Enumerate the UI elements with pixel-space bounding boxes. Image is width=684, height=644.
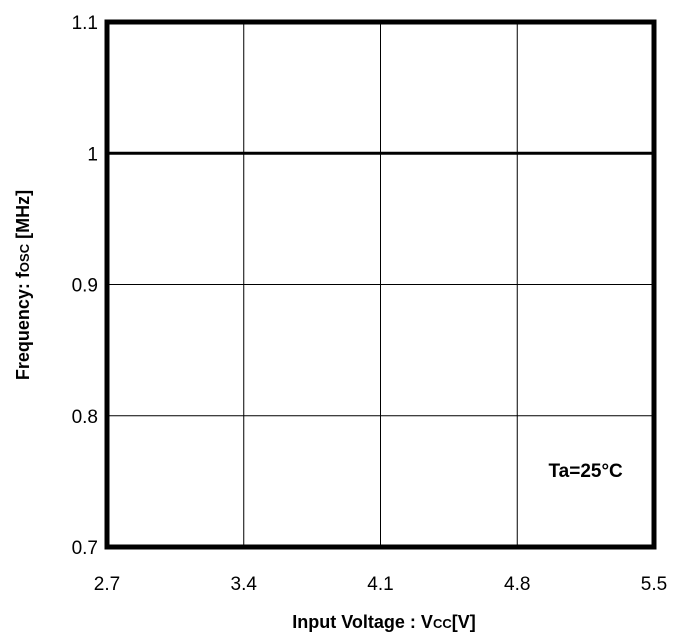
y-tick-labels: 0.7 0.8 0.9 1 1.1 — [72, 13, 98, 559]
x-tick-label: 4.1 — [367, 574, 393, 595]
y-tick-label: 1 — [87, 144, 98, 165]
y-tick-label: 1.1 — [72, 13, 98, 34]
x-tick-label: 2.7 — [94, 574, 120, 595]
x-tick-label: 3.4 — [231, 574, 258, 595]
x-axis-label: Input Voltage : VCC[V] — [292, 612, 475, 632]
y-tick-label: 0.8 — [72, 407, 98, 428]
x-tick-labels: 2.7 3.4 4.1 4.8 5.5 — [94, 574, 667, 595]
x-tick-label: 5.5 — [641, 574, 667, 595]
y-tick-label: 0.7 — [72, 538, 98, 559]
y-axis-label: Frequency: fOSC [MHz] — [13, 190, 33, 380]
x-tick-label: 4.8 — [504, 574, 530, 595]
annotation-background — [535, 451, 636, 490]
plot-frame — [104, 19, 657, 550]
temperature-annotation: Ta=25°C — [548, 461, 623, 482]
y-tick-label: 0.9 — [72, 276, 98, 297]
annotations: Ta=25°C — [535, 451, 636, 490]
